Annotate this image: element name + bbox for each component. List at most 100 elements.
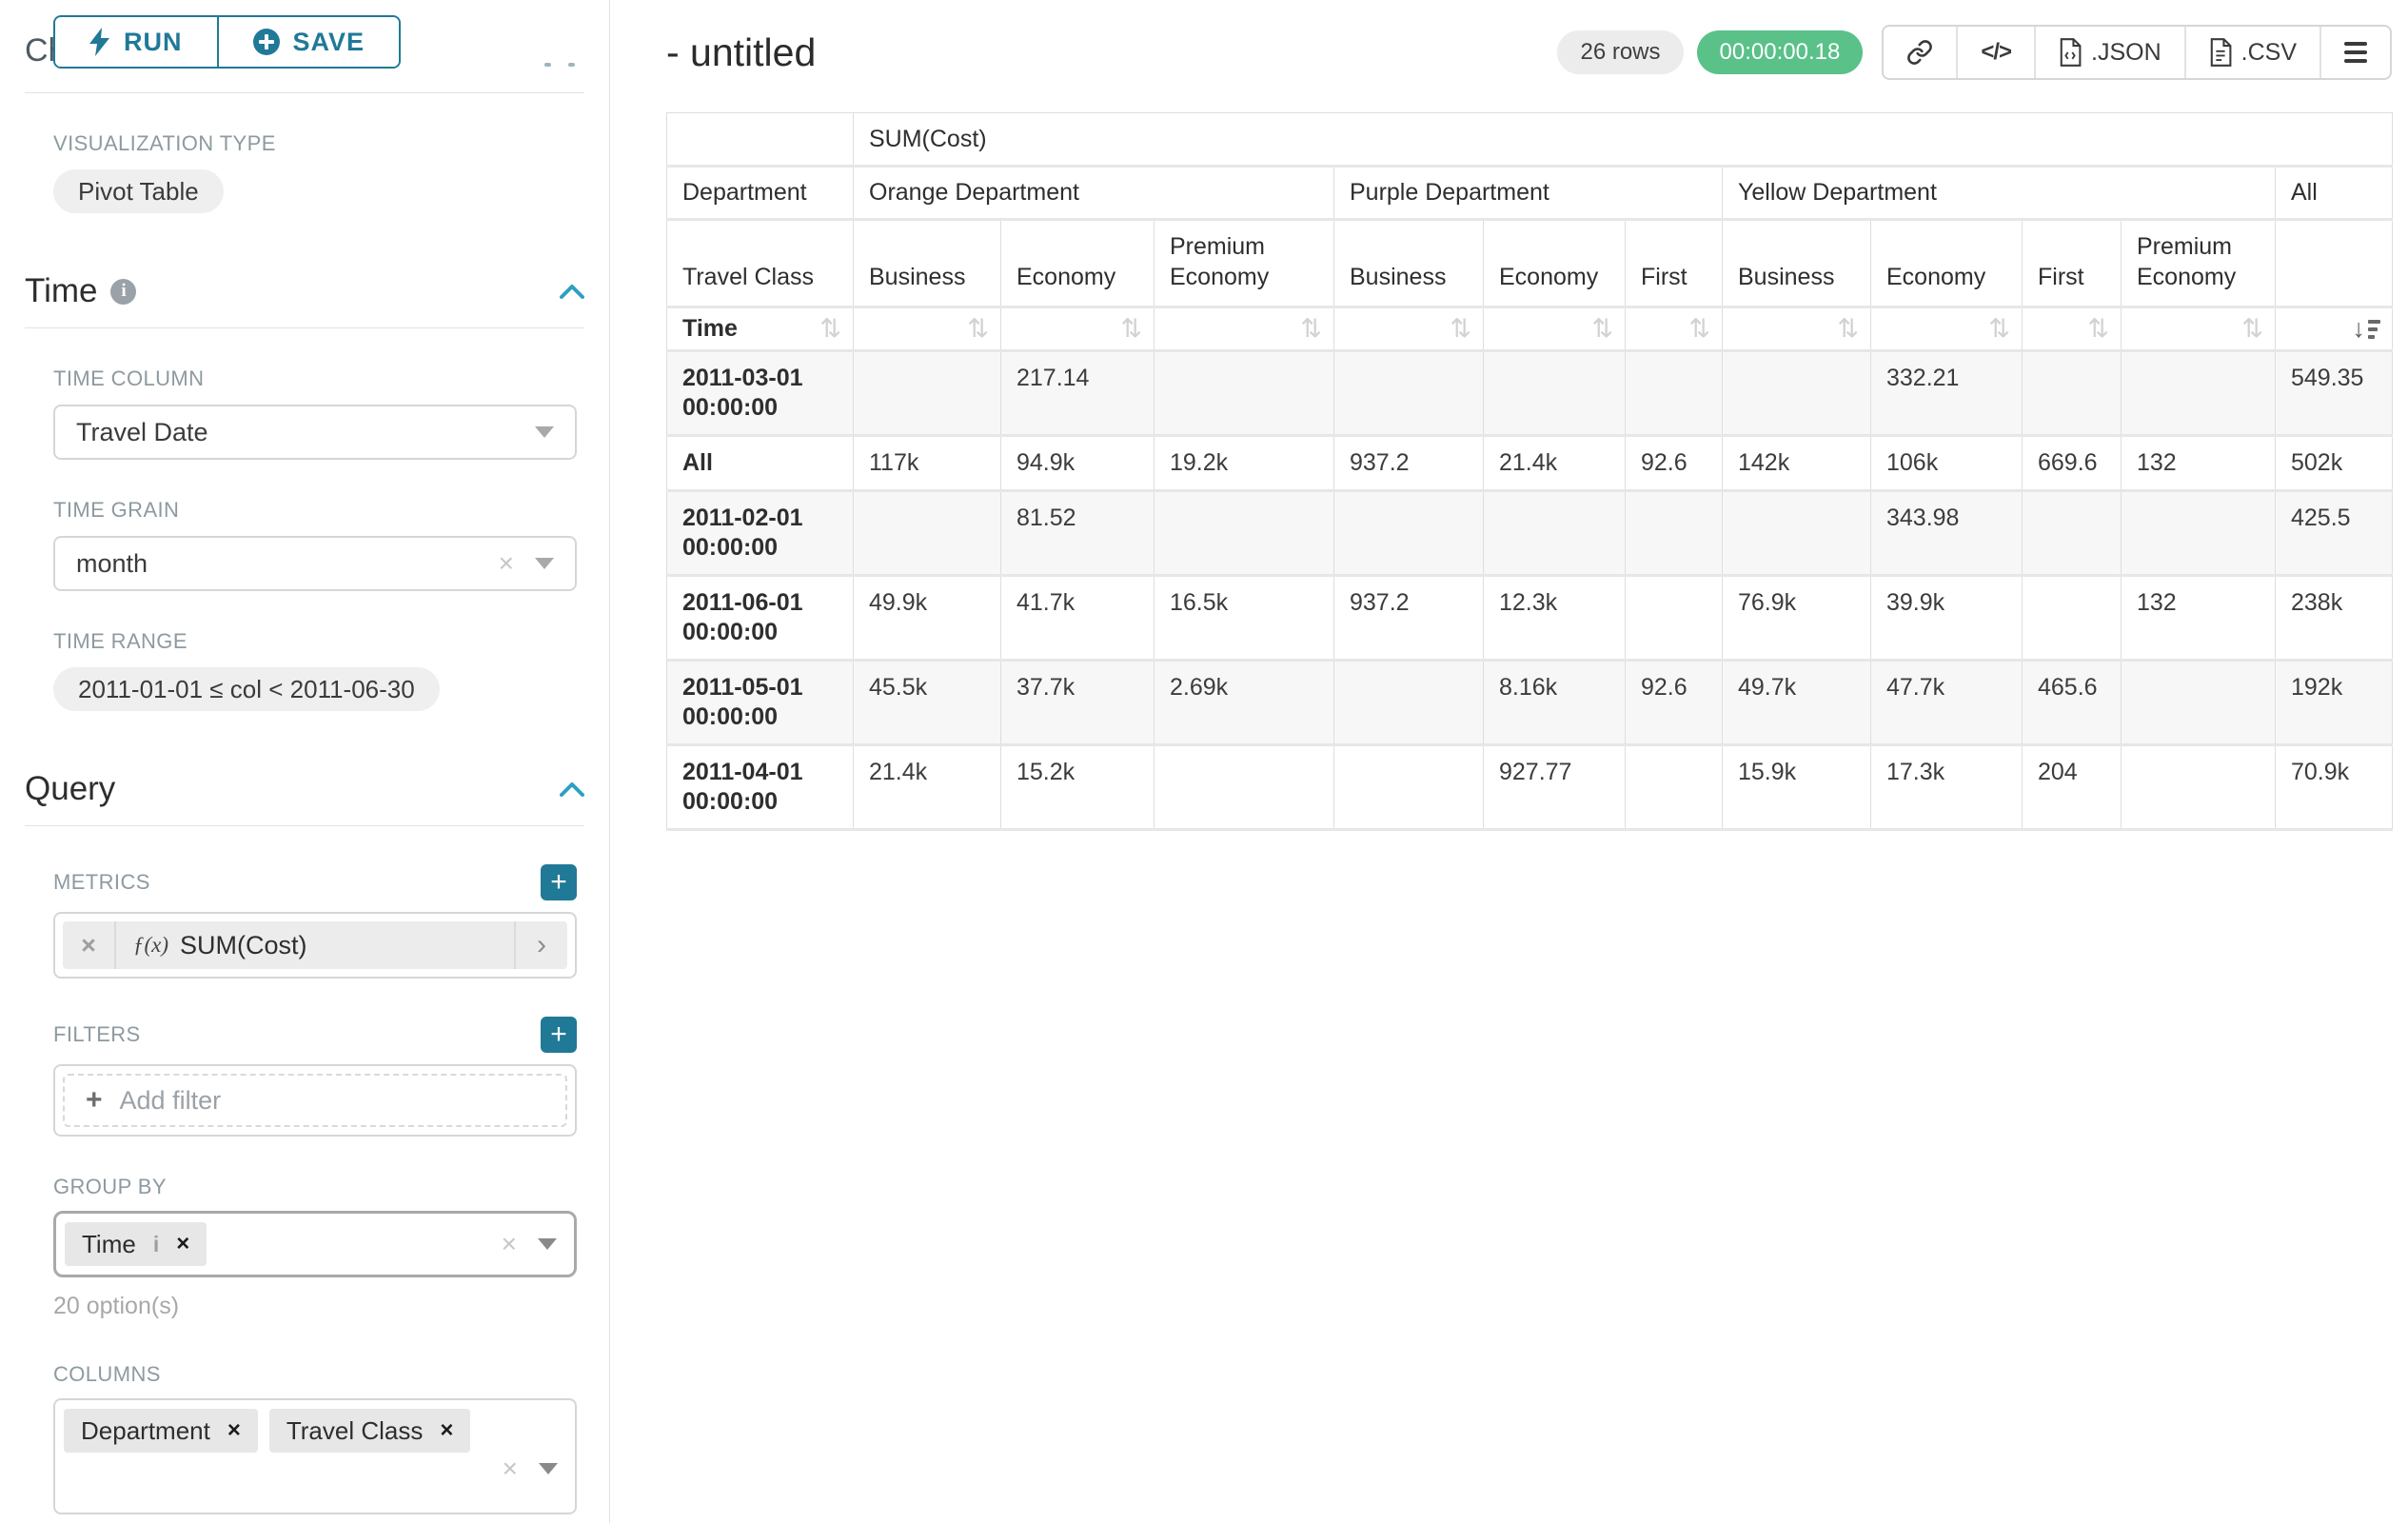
pivot-cell: 465.6 [2022, 660, 2122, 746]
sort-icon[interactable]: ⇅ [1450, 314, 1471, 343]
caret-down-icon [539, 1463, 558, 1474]
pivot-cell: 76.9k [1722, 575, 1871, 662]
pivot-cell: 204 [2022, 744, 2122, 831]
pivot-cell: 106k [1870, 435, 2023, 492]
pivot-cell: 549.35 [2274, 350, 2394, 437]
sort-desc-icon[interactable]: ↓ [2353, 314, 2381, 344]
export-json-label: .JSON [2091, 38, 2161, 66]
pivot-cell [1722, 350, 1871, 437]
remove-tag-icon[interactable]: × [440, 1417, 454, 1443]
pivot-cell [2121, 660, 2276, 746]
pivot-cell: 927.77 [1483, 744, 1626, 831]
time-column-value: Travel Date [76, 417, 208, 446]
sort-icon[interactable]: ⇅ [1688, 314, 1710, 343]
plus-icon: + [86, 1084, 103, 1116]
columns-field: COLUMNS Department × Travel Class × × 19… [53, 1362, 577, 1523]
table-row: All 117k 94.9k 19.2k 937.2 21.4k 92.6 142k 106k 6… [666, 435, 2394, 492]
col-header: First [1625, 219, 1723, 308]
export-json-button[interactable]: .JSON [2034, 27, 2184, 78]
time-column-field: TIME COLUMN Travel Date [53, 366, 577, 460]
clear-icon[interactable]: × [498, 548, 514, 578]
sort-icon[interactable]: ⇅ [967, 314, 989, 343]
pivot-cell [1625, 744, 1723, 831]
remove-metric-icon[interactable]: × [63, 921, 116, 969]
sort-icon[interactable]: ⇅ [1837, 314, 1859, 343]
metrics-label: METRICS [53, 870, 150, 894]
sort-icon[interactable]: ⇅ [1120, 314, 1142, 343]
lightning-icon [89, 28, 109, 56]
metric-pill[interactable]: × ƒ(x) SUM(Cost) › [63, 921, 567, 969]
chart-area: - untitled 26 rows 00:00:00.18 </> .JSON [611, 0, 2408, 1523]
department-header-row: Department Orange Department Purple Depa… [666, 166, 2394, 221]
sort-icon[interactable]: ⇅ [2241, 314, 2263, 343]
metrics-field: METRICS + × ƒ(x) SUM(Cost) › [53, 864, 577, 979]
sort-icon[interactable]: ⇅ [1300, 314, 1322, 343]
chevron-right-icon[interactable]: › [514, 921, 567, 969]
save-button[interactable]: SAVE [216, 17, 400, 67]
pivot-cell: 21.4k [853, 744, 1001, 831]
col-header: Business [1722, 219, 1871, 308]
col-header: Premium Economy [1154, 219, 1334, 308]
remove-tag-icon[interactable]: × [227, 1417, 241, 1443]
pivot-cell [1333, 350, 1484, 437]
pivot-cell [2022, 490, 2122, 577]
pivot-cell: 425.5 [2274, 490, 2394, 577]
sort-icon[interactable]: ⇅ [819, 314, 841, 343]
time-grain-select[interactable]: month × [53, 536, 577, 591]
row-dim2-header: Travel Class [666, 219, 854, 308]
divider [25, 825, 584, 826]
metric-header-row: SUM(Cost) [666, 112, 2394, 168]
divider [25, 92, 584, 93]
tag-label: Department [81, 1415, 210, 1445]
col-header: First [2022, 219, 2122, 308]
info-icon: i [110, 278, 137, 305]
remove-tag-icon[interactable]: × [176, 1231, 190, 1256]
table-row: 2011-05-01 00:00:00 45.5k 37.7k 2.69k 8.16k 9… [666, 660, 2394, 746]
table-row: 2011-02-01 00:00:00 81.52 343.98 425.5 [666, 490, 2394, 577]
table-row: 2011-04-01 00:00:00 21.4k 15.2k 927.77 15.9k… [666, 744, 2394, 831]
group-by-field: GROUP BY Time i × × 20 option(s) [53, 1175, 577, 1320]
pivot-cell: 49.9k [853, 575, 1001, 662]
export-csv-button[interactable]: .CSV [2183, 27, 2319, 78]
sort-row: Time ⇅ ⇅ ⇅ ⇅ ⇅ ⇅ ⇅ ⇅ ⇅ ⇅ ⇅ ↓ [666, 307, 2394, 352]
sort-icon[interactable]: ⇅ [2087, 314, 2109, 343]
caret-down-icon [535, 558, 554, 569]
col-header: Business [853, 219, 1001, 308]
pivot-cell [1333, 490, 1484, 577]
pivot-body: 2011-03-01 00:00:00 217.14 332.21 549.35 All… [666, 350, 2394, 831]
chevron-up-icon[interactable] [560, 284, 584, 299]
time-range-pill[interactable]: 2011-01-01 ≤ col < 2011-06-30 [53, 667, 440, 711]
run-button[interactable]: RUN [55, 17, 217, 67]
menu-button[interactable] [2319, 27, 2390, 78]
table-row: 2011-06-01 00:00:00 49.9k 41.7k 16.5k 937.2 1… [666, 575, 2394, 662]
row-dim-header: Department [666, 166, 854, 221]
columns-label: COLUMNS [53, 1362, 161, 1386]
group-by-select[interactable]: Time i × × [53, 1211, 577, 1277]
fx-icon: ƒ(x) [133, 933, 169, 957]
sort-icon[interactable]: ⇅ [1988, 314, 2010, 343]
add-filter-button[interactable]: + [541, 1017, 577, 1053]
time-column-select[interactable]: Travel Date [53, 405, 577, 460]
visualization-type-pill[interactable]: Pivot Table [53, 169, 224, 213]
chevron-up-icon[interactable] [560, 781, 584, 797]
pivot-cell [2121, 490, 2276, 577]
sort-icon[interactable]: ⇅ [1591, 314, 1613, 343]
columns-tag[interactable]: Department × [64, 1409, 258, 1453]
pivot-cell: 49.7k [1722, 660, 1871, 746]
clear-icon[interactable]: × [502, 1454, 518, 1483]
pivot-cell [1154, 490, 1334, 577]
chart-header: - untitled 26 rows 00:00:00.18 </> .JSON [666, 25, 2392, 80]
columns-select[interactable]: Department × Travel Class × × [53, 1398, 577, 1514]
clear-icon[interactable]: × [501, 1229, 517, 1258]
add-metric-button[interactable]: + [541, 864, 577, 900]
caret-down-icon [538, 1238, 557, 1250]
add-filter-dropzone[interactable]: + Add filter [63, 1074, 567, 1127]
time-section-heading: Time i [25, 272, 584, 310]
pivot-cell: 142k [1722, 435, 1871, 492]
columns-tag[interactable]: Travel Class × [268, 1409, 471, 1453]
view-query-button[interactable]: </> [1956, 27, 2034, 78]
visualization-type-label: VISUALIZATION TYPE [53, 131, 276, 155]
group-by-tag[interactable]: Time i × [65, 1222, 207, 1266]
short-link-button[interactable] [1884, 27, 1956, 78]
